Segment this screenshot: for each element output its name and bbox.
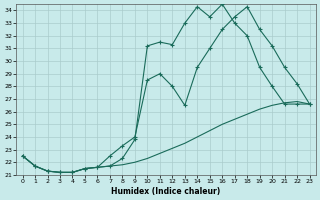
X-axis label: Humidex (Indice chaleur): Humidex (Indice chaleur) — [111, 187, 221, 196]
